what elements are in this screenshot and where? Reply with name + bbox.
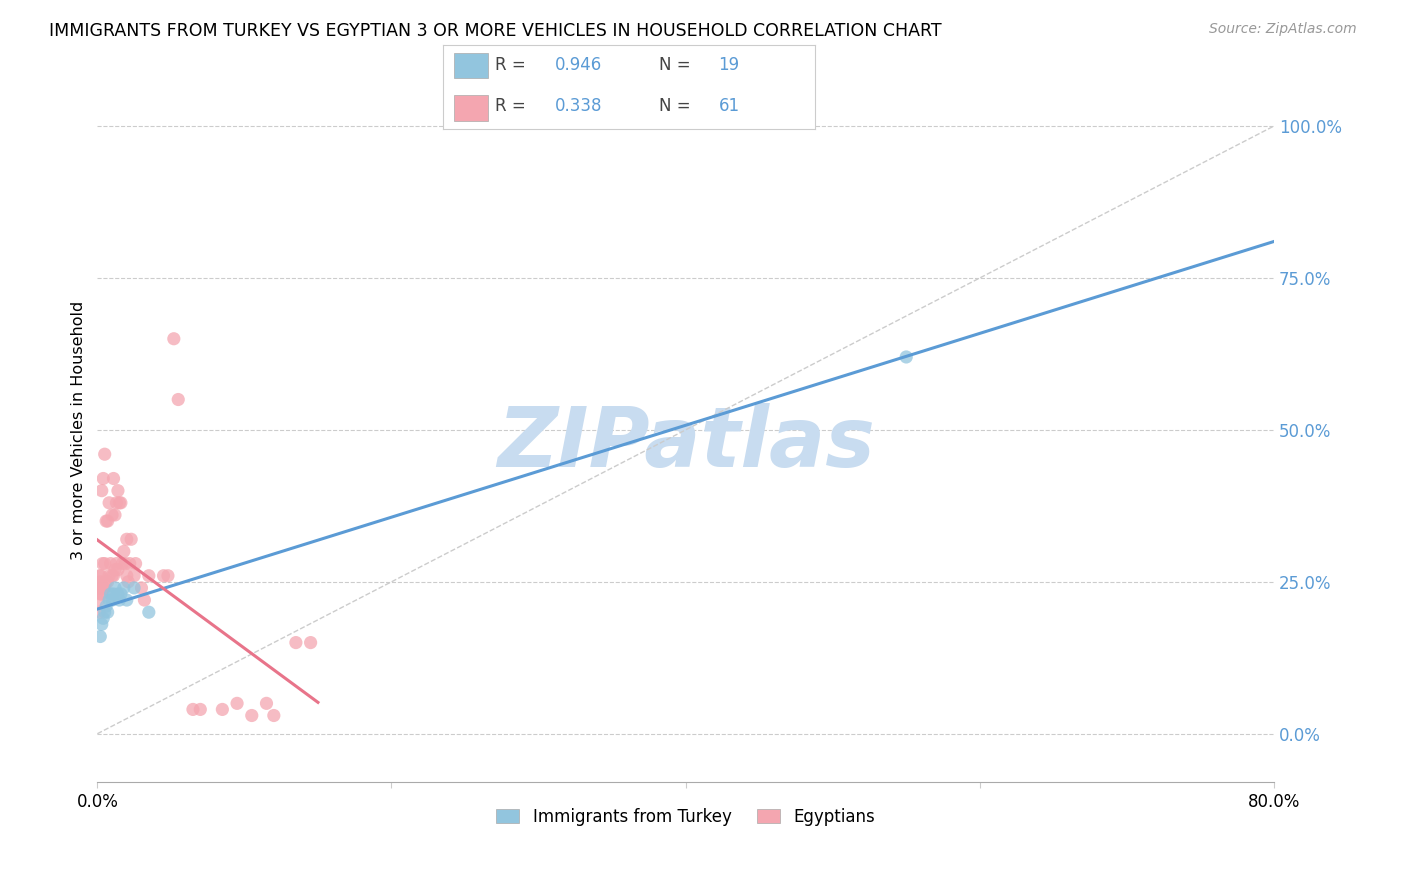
Point bbox=[89, 568, 111, 582]
Point bbox=[93, 605, 115, 619]
Point bbox=[90, 581, 112, 595]
Point bbox=[112, 544, 135, 558]
Text: R =: R = bbox=[495, 56, 531, 74]
Point bbox=[96, 599, 118, 614]
Text: IMMIGRANTS FROM TURKEY VS EGYPTIAN 3 OR MORE VEHICLES IN HOUSEHOLD CORRELATION C: IMMIGRANTS FROM TURKEY VS EGYPTIAN 3 OR … bbox=[49, 22, 942, 40]
Point bbox=[124, 557, 146, 571]
Point bbox=[100, 557, 122, 571]
Text: 19: 19 bbox=[718, 56, 740, 74]
Point bbox=[152, 568, 174, 582]
Point bbox=[226, 697, 249, 711]
Point bbox=[112, 581, 135, 595]
Point bbox=[120, 533, 142, 547]
Point bbox=[93, 447, 115, 461]
Point bbox=[115, 533, 138, 547]
FancyBboxPatch shape bbox=[454, 95, 488, 120]
Point bbox=[90, 483, 112, 498]
Point bbox=[131, 581, 153, 595]
Point bbox=[101, 508, 124, 522]
Point bbox=[107, 563, 129, 577]
Point bbox=[111, 557, 134, 571]
Point bbox=[263, 708, 285, 723]
Point bbox=[114, 557, 136, 571]
Point bbox=[117, 574, 139, 589]
Point bbox=[211, 702, 233, 716]
Point bbox=[104, 563, 127, 577]
Point bbox=[163, 332, 186, 346]
Point bbox=[240, 708, 263, 723]
Point bbox=[87, 581, 110, 595]
Point bbox=[100, 587, 122, 601]
Point bbox=[91, 611, 114, 625]
Text: ZIPatlas: ZIPatlas bbox=[496, 403, 875, 484]
Point bbox=[97, 605, 120, 619]
Point bbox=[89, 605, 111, 619]
Point bbox=[104, 581, 127, 595]
Point bbox=[188, 702, 211, 716]
Point bbox=[87, 593, 110, 607]
Point bbox=[103, 587, 125, 601]
Point bbox=[98, 496, 121, 510]
Point bbox=[98, 593, 121, 607]
Point bbox=[96, 574, 118, 589]
Point bbox=[110, 496, 132, 510]
Point bbox=[89, 630, 111, 644]
Point bbox=[93, 557, 115, 571]
Point bbox=[167, 392, 190, 407]
Point bbox=[101, 568, 124, 582]
Y-axis label: 3 or more Vehicles in Household: 3 or more Vehicles in Household bbox=[72, 301, 86, 559]
Point bbox=[256, 697, 278, 711]
Point bbox=[115, 593, 138, 607]
Point bbox=[284, 635, 307, 649]
Point bbox=[105, 496, 128, 510]
Point bbox=[138, 605, 160, 619]
Point bbox=[101, 593, 124, 607]
Point bbox=[91, 471, 114, 485]
Point bbox=[107, 587, 129, 601]
Point bbox=[89, 574, 111, 589]
Point bbox=[90, 568, 112, 582]
Point bbox=[93, 581, 115, 595]
Point bbox=[156, 568, 179, 582]
Point bbox=[97, 574, 120, 589]
Point bbox=[896, 350, 918, 364]
Point bbox=[98, 568, 121, 582]
Point bbox=[181, 702, 204, 716]
Point bbox=[91, 581, 114, 595]
Point bbox=[89, 587, 111, 601]
Point bbox=[104, 508, 127, 522]
Point bbox=[103, 471, 125, 485]
Point bbox=[97, 514, 120, 528]
Point bbox=[110, 587, 132, 601]
Point bbox=[90, 587, 112, 601]
Text: N =: N = bbox=[659, 97, 696, 115]
Point bbox=[122, 581, 145, 595]
Point bbox=[134, 593, 156, 607]
Text: N =: N = bbox=[659, 56, 696, 74]
Point bbox=[138, 568, 160, 582]
Point bbox=[96, 514, 118, 528]
Point bbox=[91, 557, 114, 571]
Text: 0.946: 0.946 bbox=[554, 56, 602, 74]
Point bbox=[90, 617, 112, 632]
Point bbox=[107, 483, 129, 498]
Text: Source: ZipAtlas.com: Source: ZipAtlas.com bbox=[1209, 22, 1357, 37]
Point bbox=[108, 593, 131, 607]
Point bbox=[115, 568, 138, 582]
Point bbox=[103, 568, 125, 582]
FancyBboxPatch shape bbox=[454, 54, 488, 78]
Text: 0.338: 0.338 bbox=[554, 97, 602, 115]
Point bbox=[108, 496, 131, 510]
Text: 61: 61 bbox=[718, 97, 740, 115]
Point bbox=[122, 568, 145, 582]
Legend: Immigrants from Turkey, Egyptians: Immigrants from Turkey, Egyptians bbox=[488, 799, 883, 834]
Point bbox=[299, 635, 322, 649]
Point bbox=[118, 557, 141, 571]
Point bbox=[105, 557, 128, 571]
Text: R =: R = bbox=[495, 97, 531, 115]
